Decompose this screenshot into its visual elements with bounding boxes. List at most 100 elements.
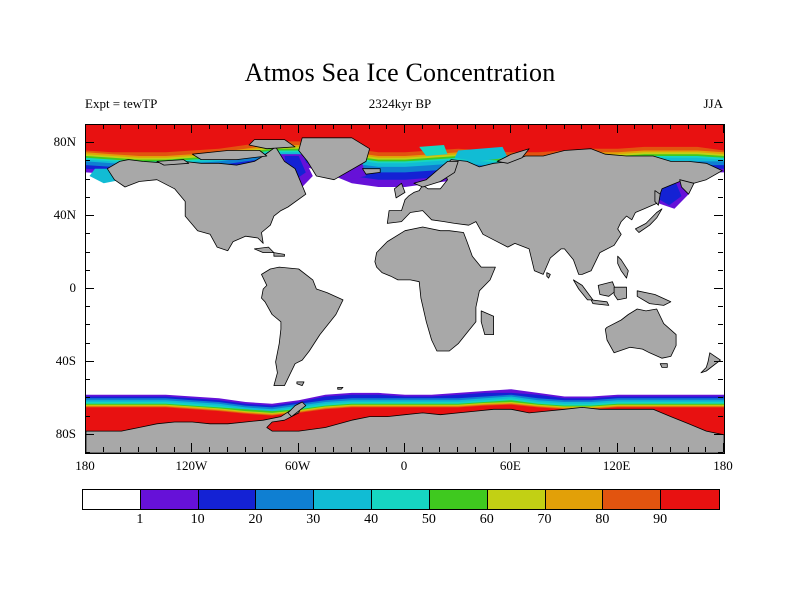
madagascar: [480, 310, 494, 335]
world-map: [86, 125, 724, 453]
x-tick-bottom: [688, 447, 689, 452]
y-tick-right: [718, 160, 723, 161]
x-tick-top: [209, 124, 210, 129]
x-axis-label: 180: [713, 458, 733, 473]
y-tick-right: [714, 434, 723, 435]
x-tick-bottom: [705, 447, 706, 452]
y-tick-right: [718, 324, 723, 325]
y-tick-left: [85, 197, 90, 198]
y-tick-left: [85, 379, 90, 380]
x-axis-label: 60W: [285, 458, 311, 473]
colorbar-tick-label: 20: [248, 512, 263, 527]
x-tick-bottom: [723, 443, 724, 452]
canadian-arctic-islands: [191, 150, 268, 160]
x-tick-top: [564, 124, 565, 129]
x-tick-bottom: [209, 447, 210, 452]
baffin-bay-ice-core: [284, 156, 306, 180]
y-axis-label: 40N: [53, 207, 76, 223]
y-tick-left: [85, 416, 90, 417]
x-tick-top: [546, 124, 547, 129]
x-tick-top: [85, 124, 86, 133]
arctic-ice-band: [86, 125, 724, 153]
y-tick-left: [85, 215, 94, 216]
x-tick-top: [599, 124, 600, 129]
x-tick-bottom: [422, 447, 423, 452]
x-tick-bottom: [227, 447, 228, 452]
x-tick-top: [457, 124, 458, 129]
x-tick-bottom: [298, 443, 299, 452]
y-tick-left: [85, 361, 94, 362]
x-tick-bottom: [564, 447, 565, 452]
colorbar-swatch: [486, 490, 546, 509]
y-tick-left: [85, 452, 90, 453]
y-tick-right: [718, 397, 723, 398]
x-tick-top: [386, 124, 387, 129]
x-tick-bottom: [156, 447, 157, 452]
colorbar-swatch: [255, 490, 315, 509]
x-tick-top: [493, 124, 494, 129]
x-tick-top: [688, 124, 689, 129]
colorbar-tick-label: 50: [421, 512, 436, 527]
tasmania: [659, 363, 668, 368]
colorbar-swatch: [197, 490, 257, 509]
south-georgia: [337, 387, 344, 390]
svalbard-ice: [419, 145, 448, 156]
iceland: [362, 168, 381, 175]
colorbar-tick-label: 60: [479, 512, 494, 527]
y-tick-right: [718, 252, 723, 253]
java: [590, 299, 610, 306]
x-tick-bottom: [634, 447, 635, 452]
x-tick-top: [103, 124, 104, 129]
x-axis-label: 120E: [602, 458, 631, 473]
colorbar-tick-label: 1: [136, 512, 144, 527]
y-tick-right: [718, 179, 723, 180]
australia: [604, 308, 677, 359]
y-axis-label: 40S: [55, 352, 76, 368]
x-axis-label: 60E: [499, 458, 521, 473]
colorbar-swatch: [544, 490, 604, 509]
y-tick-left: [85, 343, 90, 344]
x-tick-bottom: [546, 447, 547, 452]
x-tick-top: [351, 124, 352, 129]
x-tick-bottom: [262, 447, 263, 452]
colorbar-swatch: [428, 490, 488, 509]
y-tick-left: [85, 324, 90, 325]
y-axis-label: 80N: [53, 134, 76, 150]
x-axis-label: 0: [400, 458, 408, 473]
y-axis-label: 0: [69, 280, 77, 295]
y-tick-right: [714, 288, 723, 289]
x-tick-top: [528, 124, 529, 129]
x-tick-bottom: [245, 447, 246, 452]
x-tick-top: [404, 124, 405, 133]
x-tick-bottom: [138, 447, 139, 452]
x-tick-top: [245, 124, 246, 129]
japan: [635, 208, 663, 233]
x-tick-top: [723, 124, 724, 133]
x-tick-bottom: [85, 443, 86, 452]
novaya-zemlya: [496, 148, 530, 164]
colorbar-tick-label: 70: [537, 512, 552, 527]
y-tick-right: [718, 124, 723, 125]
y-tick-right: [714, 142, 723, 143]
x-tick-bottom: [599, 447, 600, 452]
page-title: Atmos Sea Ice Concentration: [244, 58, 556, 87]
x-tick-bottom: [280, 447, 281, 452]
x-tick-top: [475, 124, 476, 129]
y-tick-left: [85, 288, 94, 289]
new-guinea: [636, 290, 672, 306]
y-tick-right: [718, 452, 723, 453]
greenland: [298, 137, 370, 181]
x-tick-top: [439, 124, 440, 129]
x-tick-top: [315, 124, 316, 129]
x-axis-label: 180: [75, 458, 95, 473]
x-tick-bottom: [617, 443, 618, 452]
x-tick-bottom: [120, 447, 121, 452]
colorbar-tick-label: 40: [364, 512, 379, 527]
x-tick-bottom: [439, 447, 440, 452]
scandinavia: [413, 161, 459, 188]
figure-subtitle: 2324kyr BP: [368, 96, 432, 111]
barents-ice: [454, 146, 508, 162]
x-tick-bottom: [475, 447, 476, 452]
x-tick-top: [227, 124, 228, 129]
